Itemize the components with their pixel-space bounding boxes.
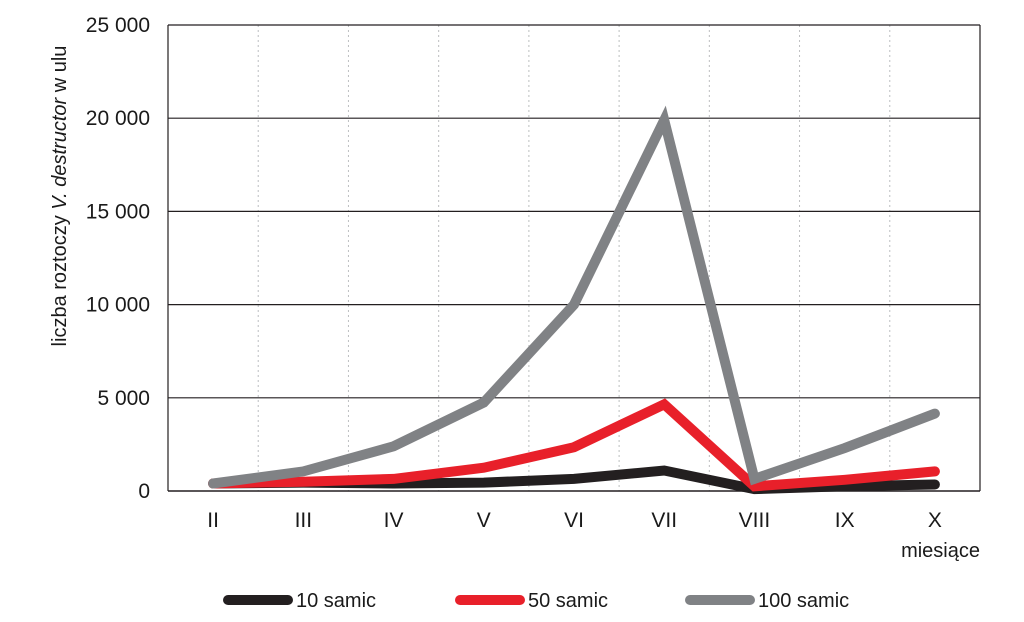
x-tick-label: VII (651, 509, 677, 532)
legend-label-2: 50 samic (528, 590, 608, 612)
x-tick-label: III (295, 509, 313, 532)
y-tick-label: 25 000 (86, 14, 150, 37)
x-tick-label: VIII (739, 509, 771, 532)
x-axis-label: miesiące (901, 540, 980, 562)
y-tick-label: 15 000 (86, 200, 150, 223)
series-line-3 (208, 105, 940, 489)
x-tick-label: V (477, 509, 491, 532)
x-tick-label: X (928, 509, 942, 532)
legend-label-3: 100 samic (758, 590, 849, 612)
legend-label-1: 10 samic (296, 590, 376, 612)
x-tick-label: IX (835, 509, 855, 532)
x-tick-label: II (207, 509, 219, 532)
y-tick-label: 10 000 (86, 294, 150, 317)
grid (168, 24, 980, 491)
y-tick-label: 0 (138, 480, 150, 503)
y-axis-ticks: 0 5 000 10 000 15 000 20 000 25 000 (86, 14, 150, 503)
legend: 10 samic 50 samic 100 samic (223, 590, 849, 612)
x-tick-label: IV (384, 509, 404, 532)
y-tick-label: 5 000 (97, 387, 150, 410)
y-tick-label: 20 000 (86, 107, 150, 130)
series-line-2 (208, 398, 940, 492)
plot-frame (167, 25, 981, 492)
x-axis-ticks: II III IV V VI VII VIII IX X (207, 509, 942, 532)
y-axis-label: liczba roztoczy V. destructor w ulu (49, 46, 71, 347)
series-lines (208, 105, 940, 495)
x-tick-label: VI (564, 509, 584, 532)
